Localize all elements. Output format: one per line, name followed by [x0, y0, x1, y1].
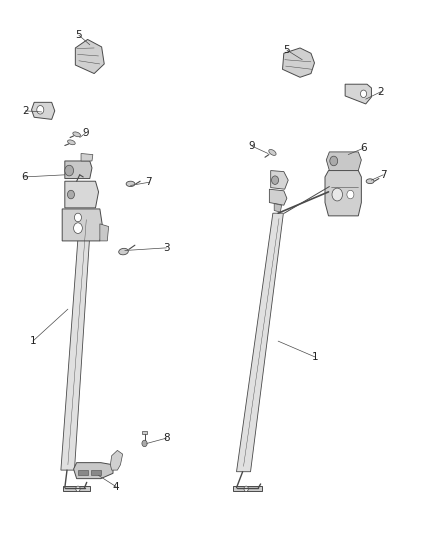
- Circle shape: [244, 486, 248, 491]
- Text: 7: 7: [380, 170, 387, 180]
- Circle shape: [76, 486, 80, 491]
- Polygon shape: [78, 470, 88, 475]
- Text: 7: 7: [145, 177, 152, 187]
- Polygon shape: [65, 181, 99, 208]
- Polygon shape: [269, 189, 287, 205]
- Text: 2: 2: [378, 87, 385, 96]
- Polygon shape: [325, 171, 361, 216]
- Polygon shape: [75, 39, 104, 74]
- Text: 9: 9: [82, 128, 89, 138]
- Text: 6: 6: [360, 143, 367, 153]
- Text: 1: 1: [29, 336, 36, 346]
- Polygon shape: [110, 450, 123, 470]
- Text: 8: 8: [163, 433, 170, 443]
- Circle shape: [142, 440, 147, 447]
- Circle shape: [65, 165, 74, 176]
- Polygon shape: [74, 463, 113, 479]
- Text: 5: 5: [283, 45, 290, 55]
- Polygon shape: [63, 486, 90, 491]
- Polygon shape: [91, 470, 101, 475]
- Ellipse shape: [67, 140, 75, 145]
- Circle shape: [67, 190, 74, 199]
- Ellipse shape: [119, 248, 128, 255]
- Polygon shape: [233, 486, 262, 491]
- Polygon shape: [65, 161, 92, 179]
- Ellipse shape: [126, 181, 135, 187]
- Polygon shape: [271, 171, 288, 189]
- Text: 6: 6: [21, 172, 28, 182]
- Polygon shape: [142, 431, 147, 434]
- Polygon shape: [274, 204, 282, 212]
- Ellipse shape: [269, 149, 276, 156]
- Circle shape: [272, 176, 279, 184]
- Polygon shape: [326, 152, 361, 171]
- Text: 1: 1: [312, 352, 319, 362]
- Text: 9: 9: [248, 141, 255, 151]
- Circle shape: [330, 156, 338, 166]
- Ellipse shape: [73, 132, 81, 137]
- Circle shape: [74, 223, 82, 233]
- Circle shape: [347, 190, 354, 199]
- Circle shape: [74, 213, 81, 222]
- Circle shape: [360, 90, 367, 98]
- Text: 3: 3: [163, 243, 170, 253]
- Ellipse shape: [366, 179, 374, 183]
- Polygon shape: [100, 224, 109, 241]
- Text: 2: 2: [22, 106, 29, 116]
- Circle shape: [332, 188, 343, 201]
- Ellipse shape: [76, 172, 84, 177]
- Polygon shape: [61, 214, 91, 470]
- Text: 5: 5: [75, 30, 82, 40]
- Text: 4: 4: [113, 482, 120, 491]
- Polygon shape: [237, 213, 283, 472]
- Polygon shape: [62, 209, 103, 241]
- Polygon shape: [345, 84, 371, 104]
- Circle shape: [37, 106, 44, 114]
- Polygon shape: [81, 154, 93, 161]
- Polygon shape: [283, 48, 314, 77]
- Polygon shape: [32, 102, 55, 119]
